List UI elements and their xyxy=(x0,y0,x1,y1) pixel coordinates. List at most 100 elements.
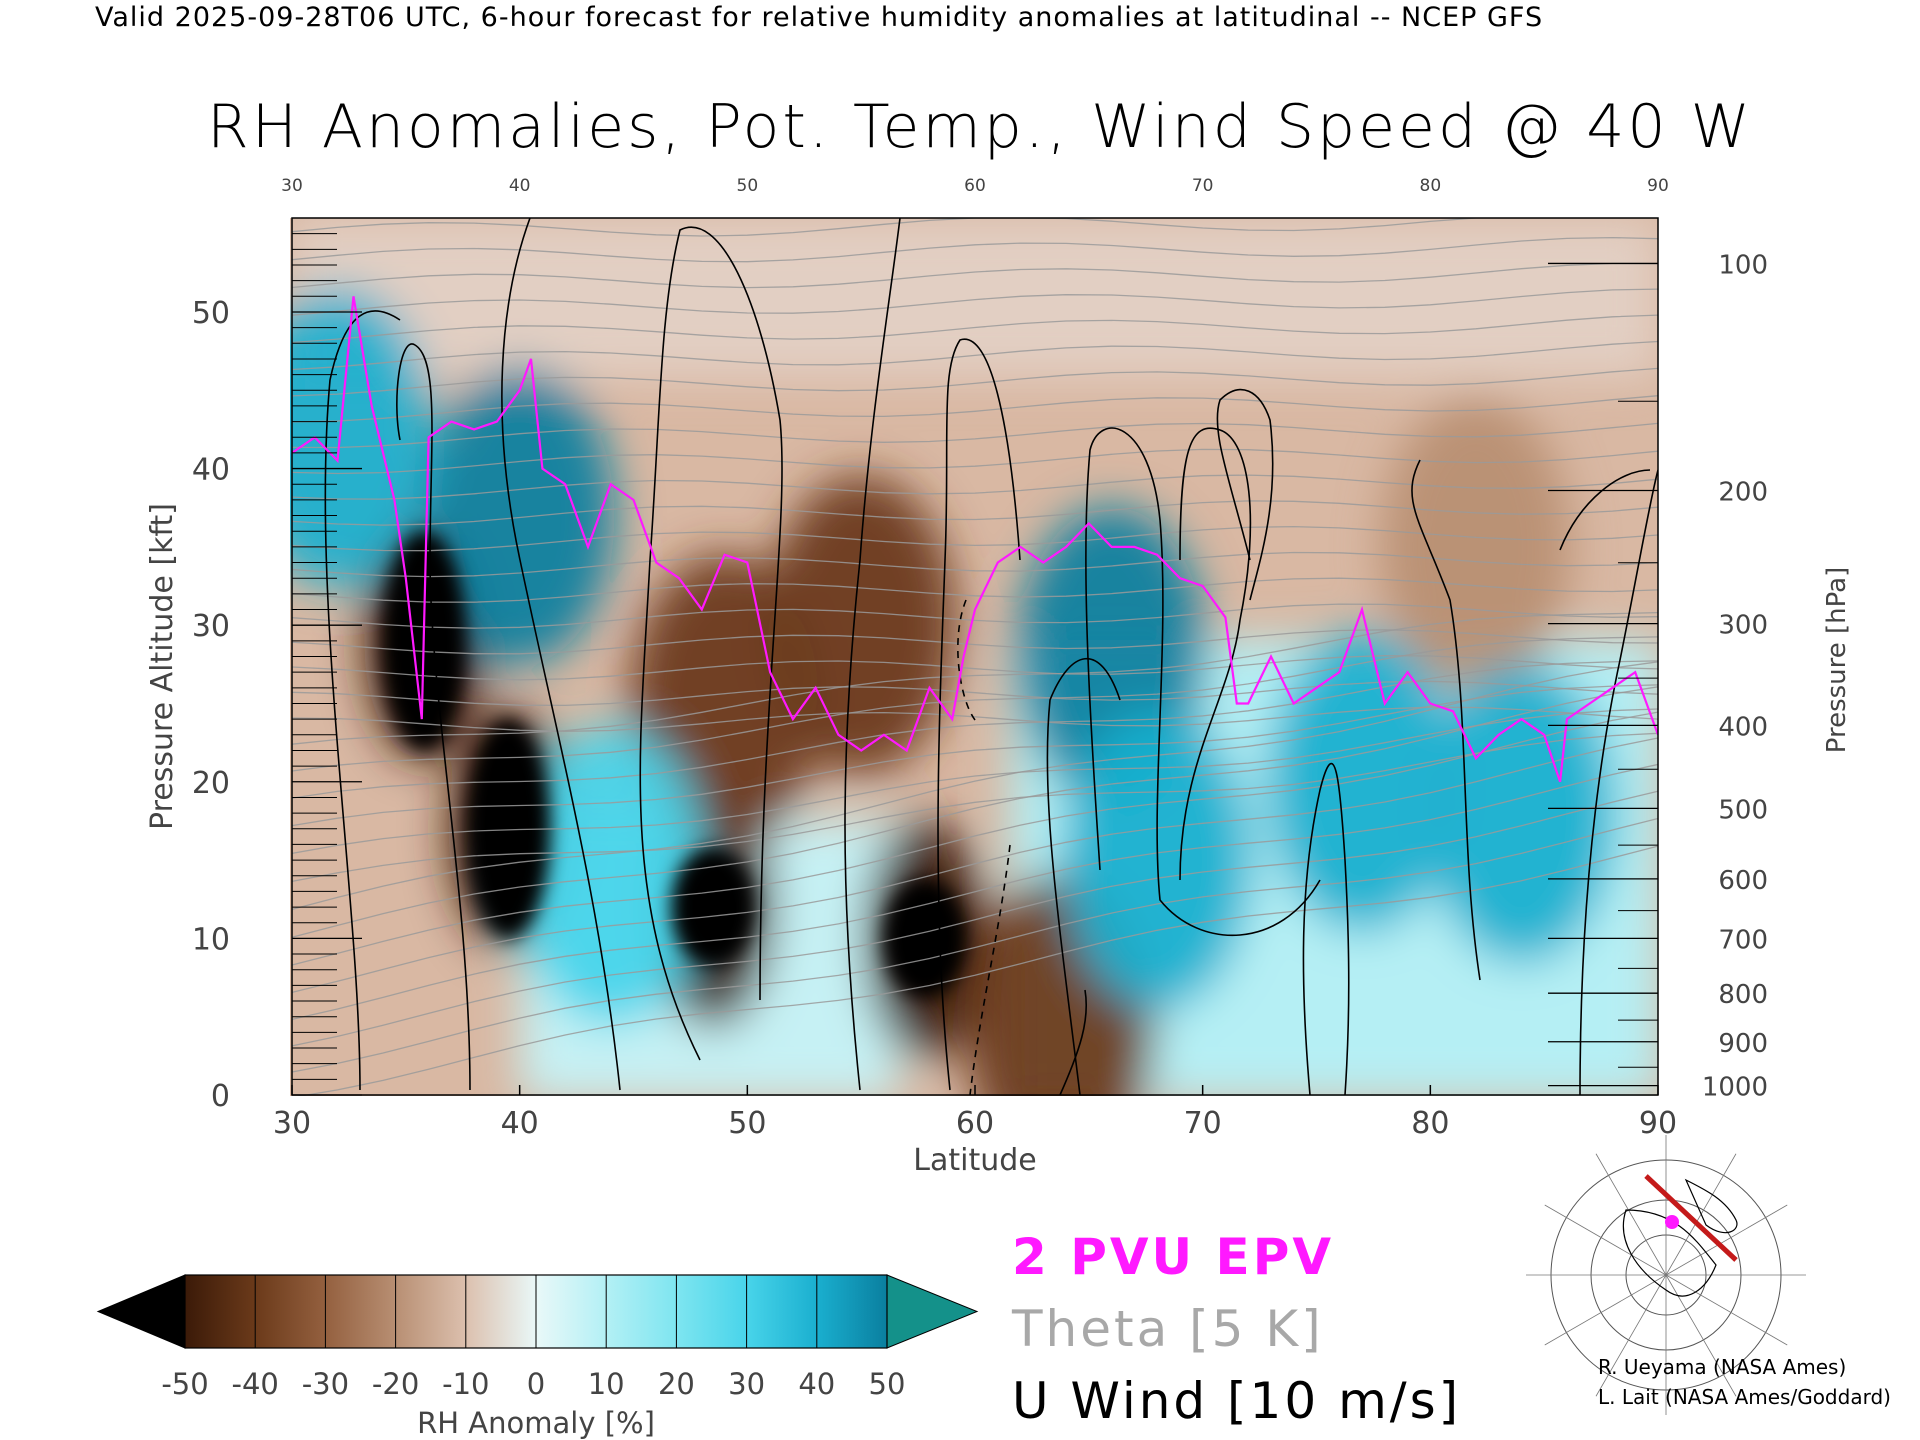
theta-contour-line xyxy=(291,218,1658,237)
u-wind-contour-line xyxy=(1559,469,1651,551)
colorbar-tick-label: 20 xyxy=(658,1367,695,1401)
u-wind-contour-line xyxy=(1046,657,1121,1096)
forecast-caption: Valid 2025-09-28T06 UTC, 6-hour forecast… xyxy=(95,2,1544,33)
theta-contour-line xyxy=(291,577,1658,603)
rh-anomaly-blob xyxy=(1380,396,1571,697)
x-top-tick-label: 90 xyxy=(1647,176,1669,196)
plot-axes: 3030404050506060707080809090010203040501… xyxy=(145,176,1852,1178)
x-top-tick-label: 80 xyxy=(1420,176,1442,196)
u-wind-contour-line xyxy=(1085,427,1321,937)
theta-contours xyxy=(291,218,1658,1096)
colorbar-segment xyxy=(746,1275,818,1348)
y-tick-label: 20 xyxy=(192,766,230,801)
colorbar-segment xyxy=(465,1275,537,1348)
colorbar-segment xyxy=(536,1275,607,1348)
map-coastline xyxy=(1622,1209,1717,1297)
theta-contour-line xyxy=(291,817,1658,1073)
map-coastline xyxy=(1684,1178,1738,1234)
x-top-tick-label: 40 xyxy=(509,176,531,196)
theta-contour-line xyxy=(291,603,1658,629)
y-axis-label-left: Pressure Altitude [kft] xyxy=(145,503,180,830)
rh-anomaly-field xyxy=(290,218,1658,1096)
u-wind-contours xyxy=(324,218,1658,1096)
x-axis-label: Latitude xyxy=(913,1143,1036,1178)
theta-contour-line xyxy=(291,711,1658,966)
theta-contour-line xyxy=(291,314,1658,344)
theta-contour-line xyxy=(291,706,1658,732)
credits: R. Ueyama (NASA Ames) L. Lait (NASA Ames… xyxy=(1598,1352,1891,1412)
u-wind-contour-line xyxy=(1302,762,1350,1096)
u-wind-contour-line xyxy=(396,343,471,1091)
u-wind-contour-line xyxy=(324,310,401,1091)
rh-anomaly-core xyxy=(671,847,756,968)
epv-2pvu-line xyxy=(291,296,1658,783)
pressure-tick-label: 800 xyxy=(1718,980,1768,1010)
map-meridian xyxy=(1665,1204,1788,1276)
u-wind-contour-line xyxy=(1216,388,1274,601)
colorbar: -50 -40 -30 -20 -10 0 10 20 30 40 50 RH Anomaly [%] xyxy=(96,1274,979,1440)
legend-theta: Theta [5 K] xyxy=(1012,1300,1324,1358)
theta-contour-line xyxy=(291,262,1658,289)
u-wind-contour-line xyxy=(937,338,1021,1091)
u-wind-contour-line xyxy=(1059,989,1088,1096)
pressure-tick-label: 700 xyxy=(1718,925,1768,955)
theta-contour-line xyxy=(291,611,1658,745)
colorbar-segment xyxy=(816,1275,888,1348)
colorbar-high-arrow xyxy=(886,1274,979,1349)
theta-contour-line xyxy=(291,395,1658,423)
pressure-tick-label: 500 xyxy=(1718,795,1768,825)
rh-anomaly-blob xyxy=(1426,663,1617,964)
theta-contour-line xyxy=(291,288,1658,316)
pressure-tick-label: 100 xyxy=(1718,250,1768,280)
x-tick-label: 50 xyxy=(728,1106,766,1141)
theta-contour-line xyxy=(291,708,1658,855)
x-tick-label: 70 xyxy=(1184,1106,1222,1141)
colorbar-tick-label: 0 xyxy=(527,1367,545,1401)
theta-contour-line xyxy=(291,763,1658,1021)
colorbar-tick-label: 40 xyxy=(798,1367,835,1401)
pressure-tick-label: 200 xyxy=(1718,477,1768,507)
x-top-tick-label: 50 xyxy=(737,176,759,196)
colorbar-tick-label: 50 xyxy=(869,1367,906,1401)
theta-contour-line xyxy=(291,448,1658,475)
colorbar-segment xyxy=(676,1275,748,1348)
colorbar-segment xyxy=(255,1275,326,1348)
epv-2pvu-line-path xyxy=(291,296,1658,783)
credit-line: L. Lait (NASA Ames/Goddard) xyxy=(1598,1385,1891,1409)
colorbar-segment xyxy=(185,1275,256,1348)
y-tick-label: 30 xyxy=(192,609,230,644)
u-wind-negative-contour xyxy=(957,599,976,721)
map-meridian xyxy=(1595,1153,1667,1276)
theta-contour-line xyxy=(291,680,1658,707)
map-meridian xyxy=(1595,1274,1667,1397)
theta-contour-line xyxy=(291,636,1658,772)
rh-anomaly-blob xyxy=(424,365,615,666)
u-wind-contour-line xyxy=(1411,459,1481,981)
theta-contour-line xyxy=(291,661,1658,911)
theta-contour-line xyxy=(291,474,1658,500)
pressure-tick-label: 600 xyxy=(1718,866,1768,896)
colorbar-tick-label: -40 xyxy=(232,1367,279,1401)
theta-contour-line xyxy=(291,737,1658,994)
u-wind-contour-line xyxy=(639,226,783,1061)
u-wind-contour-line xyxy=(844,218,901,1091)
theta-contour-line xyxy=(291,340,1658,371)
rh-anomaly-blob xyxy=(1267,631,1458,932)
rh-anomaly-core xyxy=(466,718,551,939)
x-top-tick-label: 60 xyxy=(964,176,986,196)
colorbar-tick-label: -20 xyxy=(372,1367,419,1401)
x-top-tick-label: 30 xyxy=(281,176,303,196)
u-wind-contour-line xyxy=(1579,469,1658,1096)
map-location-marker xyxy=(1665,1215,1679,1229)
x-tick-label: 30 xyxy=(273,1106,311,1141)
x-tick-label: 80 xyxy=(1411,1106,1449,1141)
theta-contour-line xyxy=(291,684,1658,827)
pressure-tick-label: 900 xyxy=(1718,1029,1768,1059)
colorbar-label: RH Anomaly [%] xyxy=(417,1406,655,1440)
theta-contour-line xyxy=(291,629,1658,655)
theta-contour-line xyxy=(291,686,1658,938)
map-meridian xyxy=(1544,1274,1667,1346)
colorbar-tick-label: 30 xyxy=(728,1367,765,1401)
rh-anomaly-blob xyxy=(515,725,706,1026)
